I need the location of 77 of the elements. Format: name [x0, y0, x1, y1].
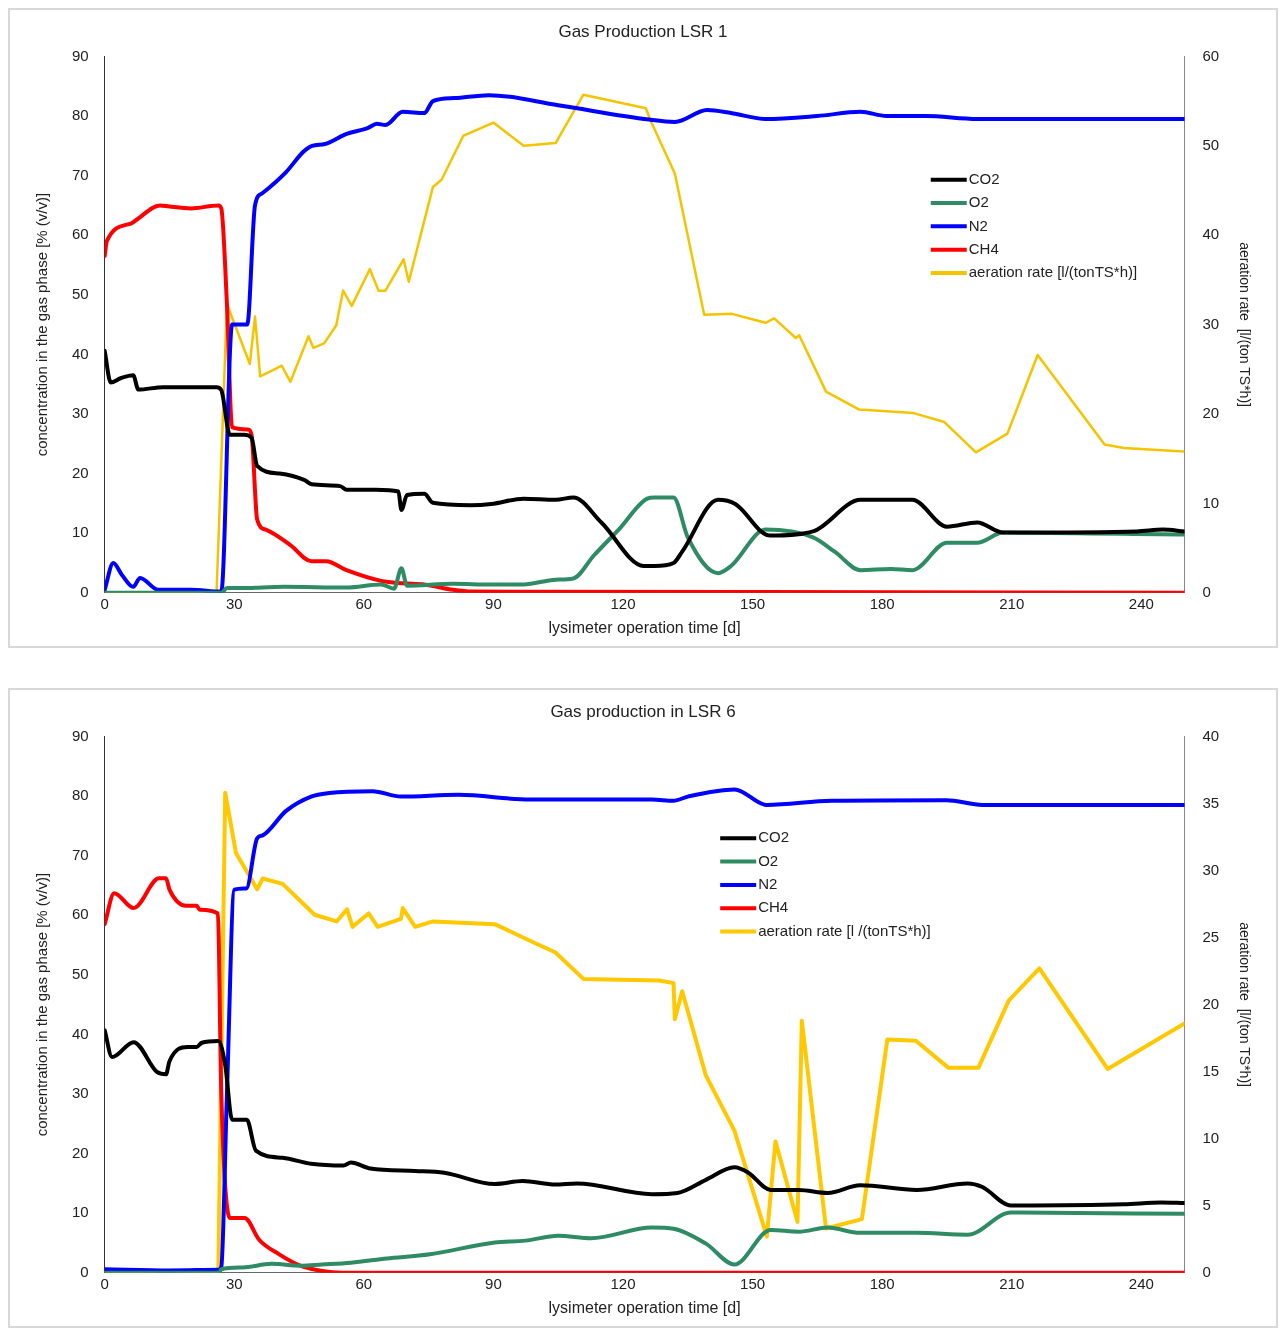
x-tick-label: 150	[740, 1274, 766, 1292]
y2-tick-label: 30	[1202, 860, 1220, 878]
line-series	[104, 1210, 1185, 1273]
legend-label: O2	[968, 193, 989, 211]
legend-label: N2	[968, 216, 988, 234]
legend-label: CH4	[968, 239, 999, 257]
x-tick-label: 0	[100, 1274, 109, 1292]
line-series	[104, 93, 1185, 593]
y-tick-label: 10	[72, 523, 89, 541]
legend-label: O2	[758, 851, 779, 869]
x-tick-label: 60	[355, 1274, 373, 1292]
x-tick-label: 120	[610, 1274, 636, 1292]
y-tick-label: 30	[72, 404, 89, 422]
x-tick-label: 240	[1128, 594, 1154, 612]
legend-label: aeration rate [l/(tonTS*h)]	[968, 263, 1138, 281]
y-tick-label: 80	[72, 786, 89, 804]
x-tick-label: 0	[100, 594, 109, 612]
x-tick-label: 30	[225, 1274, 243, 1292]
x-axis-title: lysimeter operation time [d]	[548, 1298, 741, 1316]
chart-title: Gas production in LSR 6	[550, 701, 736, 721]
y2-tick-label: 50	[1202, 135, 1220, 153]
x-tick-label: 60	[355, 594, 373, 612]
y-tick-label: 40	[72, 1024, 89, 1042]
x-tick-label: 90	[485, 1274, 502, 1292]
legend-label: aeration rate [l /(tonTS*h)]	[758, 921, 931, 939]
y-tick-label: 0	[80, 582, 89, 600]
y2-tick-label: 5	[1202, 1195, 1211, 1213]
y2-tick-label: 30	[1202, 314, 1220, 332]
y2-tick-label: 10	[1202, 1128, 1220, 1146]
y2-tick-label: 20	[1202, 994, 1220, 1012]
y-tick-label: 80	[72, 106, 89, 124]
y2-tick-label: 60	[1202, 46, 1220, 64]
y-tick-label: 20	[72, 1143, 89, 1161]
legend-label: CO2	[968, 169, 1000, 187]
y2-tick-label: 25	[1202, 927, 1220, 945]
y2-tick-label: 20	[1202, 404, 1220, 422]
y2-tick-label: 40	[1202, 225, 1220, 243]
x-tick-label: 180	[869, 1274, 895, 1292]
y-tick-label: 20	[72, 463, 89, 481]
x-tick-label: 120	[610, 594, 636, 612]
legend-label: CH4	[758, 898, 789, 916]
y2-axis-title: aeration rate [l/(ton TS*h)]	[1236, 922, 1253, 1087]
y2-tick-label: 40	[1202, 726, 1220, 744]
y-tick-label: 30	[72, 1084, 89, 1102]
y-tick-label: 60	[72, 225, 89, 243]
y-tick-label: 40	[72, 344, 89, 362]
y-axis-title: concentration in the gas phase [% (v/v)]	[33, 872, 51, 1137]
x-tick-label: 210	[999, 594, 1025, 612]
y-tick-label: 90	[72, 726, 89, 744]
y-tick-label: 70	[72, 165, 89, 183]
y-tick-label: 60	[72, 905, 89, 923]
legend-label: N2	[758, 875, 778, 893]
y2-tick-label: 0	[1202, 1262, 1211, 1280]
legend-label: CO2	[758, 828, 790, 846]
x-tick-label: 30	[225, 594, 243, 612]
y2-tick-label: 0	[1202, 582, 1211, 600]
y-tick-label: 0	[80, 1262, 89, 1280]
y-tick-label: 90	[72, 46, 89, 64]
x-tick-label: 90	[485, 594, 502, 612]
x-tick-label: 210	[999, 1274, 1025, 1292]
x-axis-title: lysimeter operation time [d]	[548, 618, 741, 636]
y2-tick-label: 15	[1202, 1061, 1220, 1079]
line-series	[104, 876, 1185, 1273]
x-tick-label: 150	[740, 594, 766, 612]
x-tick-label: 240	[1128, 1274, 1154, 1292]
x-tick-label: 180	[869, 594, 895, 612]
y-tick-label: 10	[72, 1203, 89, 1221]
y2-axis-title: aeration rate [l/(ton TS*h)]	[1236, 242, 1253, 407]
line-series	[104, 1028, 1185, 1208]
y-tick-label: 70	[72, 845, 89, 863]
chart-title: Gas Production LSR 1	[558, 21, 728, 41]
y-tick-label: 50	[72, 284, 89, 302]
y2-tick-label: 10	[1202, 493, 1220, 511]
line-series	[104, 348, 1185, 568]
y-tick-label: 50	[72, 964, 89, 982]
y-axis-title: concentration in the gas phase [% (v/v)]	[33, 192, 51, 457]
y2-tick-label: 35	[1202, 793, 1220, 811]
